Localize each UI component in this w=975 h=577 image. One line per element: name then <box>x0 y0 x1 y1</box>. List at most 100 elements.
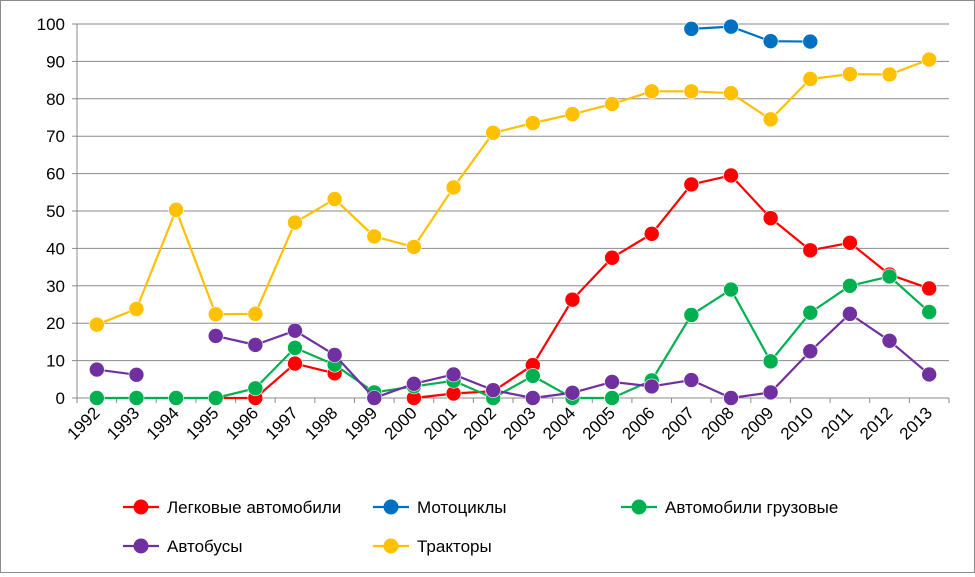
legend-item: Мотоциклы <box>373 498 506 517</box>
data-point <box>683 176 700 193</box>
data-point <box>802 304 819 321</box>
x-tick-label: 2005 <box>579 403 619 443</box>
data-point <box>247 306 264 322</box>
x-tick-label: 2004 <box>539 403 579 443</box>
x-tick-label: 2007 <box>658 403 698 443</box>
data-point <box>762 33 779 50</box>
data-point <box>525 115 541 131</box>
data-point <box>89 390 105 406</box>
data-point <box>881 66 898 83</box>
data-point <box>802 242 819 259</box>
data-point <box>287 355 303 372</box>
x-tick-label: 1999 <box>341 403 381 443</box>
data-point <box>842 66 858 82</box>
x-tick-label: 2000 <box>381 403 421 443</box>
series-line <box>96 58 930 326</box>
y-tick-labels: 0 10 20 30 40 50 60 70 80 90 100 <box>37 15 65 408</box>
data-point <box>406 375 422 392</box>
data-point <box>564 291 581 308</box>
y-tick-label: 30 <box>46 277 65 296</box>
data-point <box>128 367 145 383</box>
data-point <box>525 390 541 406</box>
x-tick-label: 2011 <box>817 403 856 442</box>
data-point <box>207 390 224 406</box>
data-point <box>643 378 660 395</box>
data-point <box>683 83 700 100</box>
legend-marker <box>133 499 149 515</box>
data-point <box>604 96 620 112</box>
data-point <box>683 307 700 323</box>
x-tick-label: 1996 <box>222 403 262 443</box>
x-tick-label: 2008 <box>698 403 738 443</box>
x-tick-label: 1992 <box>63 403 103 443</box>
data-point <box>406 239 422 255</box>
legend-item: Легковые автомобили <box>123 498 341 517</box>
data-point <box>723 281 739 298</box>
legend-item: Автобусы <box>123 537 242 556</box>
data-point <box>168 202 184 218</box>
data-point <box>445 179 462 196</box>
legend-label: Автобусы <box>167 537 242 556</box>
data-point <box>604 390 620 406</box>
series-1 <box>207 167 937 406</box>
y-tick-label: 0 <box>56 389 65 408</box>
series-2 <box>683 18 819 50</box>
data-point <box>287 214 303 231</box>
legend-label: Мотоциклы <box>417 498 506 517</box>
data-point <box>445 366 462 383</box>
data-point <box>326 347 343 363</box>
data-point <box>485 382 501 398</box>
data-point <box>723 167 739 184</box>
legend-item: Автомобили грузовые <box>621 498 838 517</box>
y-tick-label: 60 <box>46 165 65 184</box>
data-point <box>802 343 819 360</box>
data-point <box>247 337 264 353</box>
legend-label: Тракторы <box>417 537 492 556</box>
data-point <box>723 85 739 101</box>
series-4 <box>89 306 937 406</box>
data-point <box>604 374 620 390</box>
data-point <box>921 366 937 383</box>
data-point <box>842 234 858 251</box>
data-point <box>762 384 779 401</box>
data-point <box>921 304 937 320</box>
data-point <box>564 384 581 401</box>
gridlines <box>77 23 949 362</box>
data-point <box>287 322 303 339</box>
series-line <box>215 362 335 400</box>
legend-marker <box>383 538 399 554</box>
x-tick-label: 2003 <box>499 403 539 443</box>
x-tick-label: 1994 <box>143 403 183 443</box>
legend-marker <box>383 499 399 515</box>
data-point <box>802 33 819 50</box>
data-point <box>723 18 739 35</box>
data-point <box>525 368 541 384</box>
data-point <box>683 21 700 37</box>
y-tick-label: 100 <box>37 15 65 34</box>
legend-marker <box>133 538 149 554</box>
data-point <box>723 390 739 406</box>
x-tick-label: 2006 <box>618 403 658 443</box>
x-tick-label: 1995 <box>182 403 222 443</box>
data-point <box>842 277 858 294</box>
data-point <box>89 361 105 378</box>
y-tick-label: 90 <box>46 52 65 71</box>
data-point <box>921 51 937 68</box>
legend-label: Легковые автомобили <box>167 498 341 517</box>
x-tick-label: 2002 <box>460 403 500 443</box>
x-tick-label: 2010 <box>777 403 817 443</box>
y-tick-label: 70 <box>46 127 65 146</box>
data-point <box>366 228 383 245</box>
data-point <box>762 111 779 128</box>
x-tick-labels: 1992 1993 1994 1995 1996 1997 1998 1999 2000 2001… <box>63 403 936 443</box>
x-tick-label: 1993 <box>103 403 143 443</box>
data-point <box>683 372 700 388</box>
y-tick-label: 40 <box>46 239 65 258</box>
data-point <box>247 380 264 397</box>
data-point <box>89 316 105 333</box>
x-tick-label: 1998 <box>301 403 341 443</box>
data-point <box>762 353 779 370</box>
series-3 <box>89 268 937 406</box>
